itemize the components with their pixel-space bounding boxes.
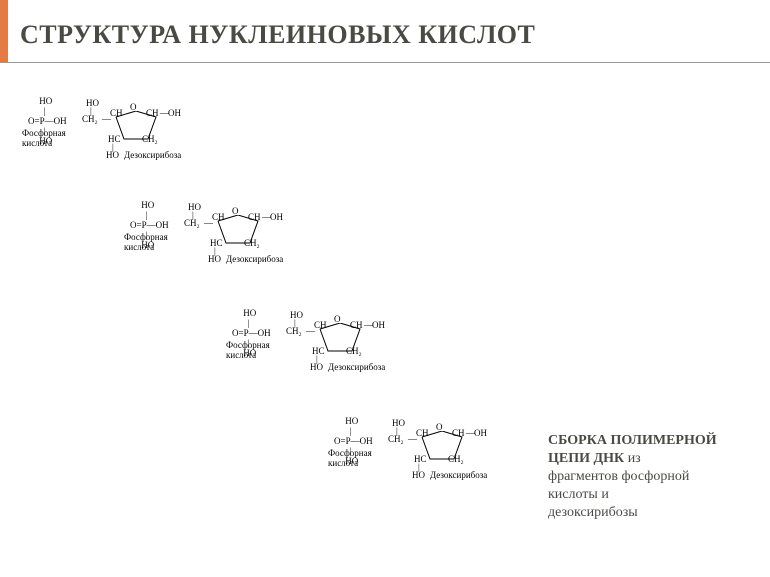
pentose-ring-icon xyxy=(418,431,472,465)
sugar-ho-bottom: HO xyxy=(310,362,323,372)
sugar-oh-right: OH xyxy=(372,320,385,330)
sugar-ch2-left: CH₂ xyxy=(286,326,302,336)
page-title: СТРУКТУРА НУКЛЕИНОВЫХ КИСЛОТ xyxy=(20,20,535,50)
sugar-label: Дезоксирибоза xyxy=(328,362,385,372)
caption-line5: дезоксирибозы xyxy=(548,504,717,522)
phosphate-label: Фосфорнаякислота xyxy=(226,340,270,360)
caption: СБОРКА ПОЛИМЕРНОЙ ЦЕПИ ДНК из фрагментов… xyxy=(548,432,717,522)
pentose-ring-icon xyxy=(316,323,370,357)
sugar-ho-top: HO xyxy=(188,202,201,212)
sugar-ho-bottom: HO xyxy=(106,150,119,160)
sugar-ho-top: HO xyxy=(392,418,405,428)
sugar-oh-right: OH xyxy=(474,428,487,438)
caption-line2a: ЦЕПИ ДНК xyxy=(548,451,628,466)
pentose-ring-icon xyxy=(214,215,268,249)
sugar-label: Дезоксирибоза xyxy=(226,254,283,264)
sugar-ho-top: HO xyxy=(290,310,303,320)
phosphate-label: Фосфорнаякислота xyxy=(22,128,66,148)
sugar-oh-right: OH xyxy=(270,212,283,222)
sugar-ho-bottom: HO xyxy=(412,470,425,480)
pentose-ring-icon xyxy=(112,111,166,145)
sugar-label: Дезоксирибоза xyxy=(430,470,487,480)
phosphate-label: Фосфорнаякислота xyxy=(328,448,372,468)
caption-line4: кислоты и xyxy=(548,486,717,504)
accent-bar xyxy=(0,0,8,62)
sugar-label: Дезоксирибоза xyxy=(124,150,181,160)
caption-line3: фрагментов фосфорной xyxy=(548,468,717,486)
sugar-ho-top: HO xyxy=(86,98,99,108)
sugar-ch2-left: CH₂ xyxy=(184,218,200,228)
sugar-ch2-left: CH₂ xyxy=(82,114,98,124)
caption-line2b: из xyxy=(628,451,641,466)
sugar-ho-bottom: HO xyxy=(208,254,221,264)
title-rule xyxy=(0,62,770,63)
phosphate-label: Фосфорнаякислота xyxy=(124,232,168,252)
slide: СТРУКТУРА НУКЛЕИНОВЫХ КИСЛОТ HO | O=P—OH… xyxy=(0,0,770,577)
sugar-oh-right: OH xyxy=(168,108,181,118)
caption-line1: СБОРКА ПОЛИМЕРНОЙ xyxy=(548,433,717,448)
sugar-ch2-left: CH₂ xyxy=(388,434,404,444)
